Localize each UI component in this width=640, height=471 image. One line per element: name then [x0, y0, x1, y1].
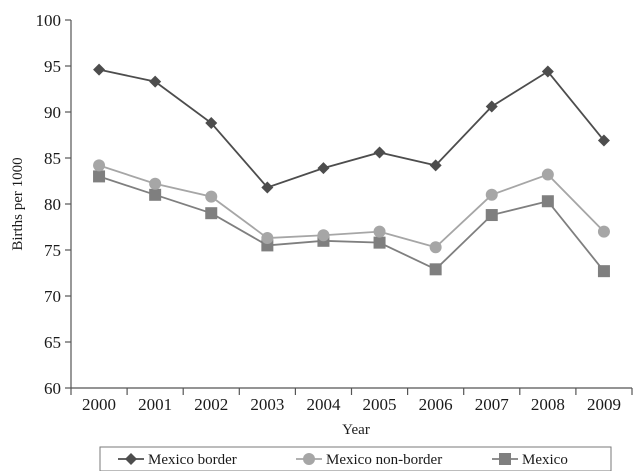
legend-marker: [125, 453, 137, 465]
data-point: [373, 146, 386, 159]
y-tick-label: 100: [36, 11, 62, 30]
data-point: [485, 100, 498, 113]
data-point: [373, 236, 386, 249]
legend-box: [99, 446, 612, 471]
data-point: [205, 207, 218, 220]
x-tick-label: 2000: [82, 395, 116, 414]
x-axis: 2000 2001 2002 2003 2004 2005 2006 2007 2008 2009: [70, 387, 633, 414]
data-point: [541, 65, 554, 78]
series-line: [98, 175, 605, 272]
x-axis-title: Year: [342, 422, 370, 438]
series-layer: [93, 63, 610, 278]
data-point: [149, 177, 162, 190]
y-tick-label: 60: [44, 379, 61, 398]
data-point: [597, 134, 610, 147]
data-point: [429, 263, 442, 276]
y-tick-label: 65: [44, 333, 61, 352]
data-point: [373, 225, 386, 238]
data-point: [429, 159, 442, 172]
series-line: [98, 68, 605, 189]
data-point: [317, 229, 330, 242]
legend-marker: [303, 453, 315, 465]
x-tick-label: 2008: [531, 395, 565, 414]
x-tick-label: 2003: [250, 395, 284, 414]
x-tick-label: 2002: [194, 395, 228, 414]
y-tick-label: 95: [44, 57, 61, 76]
x-tick-label: 2005: [363, 395, 397, 414]
x-tick-label: 2009: [587, 395, 621, 414]
legend: Mexico border Mexico non-border Mexico: [99, 446, 612, 471]
data-point: [93, 63, 106, 76]
legend-label: Mexico border: [148, 452, 237, 468]
data-point: [485, 188, 498, 201]
data-point: [597, 265, 610, 278]
series-diamond: [93, 63, 610, 194]
legend-item: Mexico: [492, 452, 568, 468]
data-point: [205, 190, 218, 203]
series-circle: [93, 159, 610, 254]
data-point: [541, 195, 554, 208]
legend-item: Mexico non-border: [296, 452, 442, 468]
data-point: [429, 241, 442, 254]
data-point: [149, 75, 162, 88]
y-tick-label: 75: [44, 241, 61, 260]
x-tick-label: 2006: [419, 395, 453, 414]
y-tick-label: 80: [44, 195, 61, 214]
data-point: [205, 117, 218, 130]
data-point: [261, 181, 274, 194]
legend-marker: [499, 453, 511, 465]
legend-label: Mexico non-border: [326, 452, 442, 468]
x-tick-label: 2004: [306, 395, 341, 414]
y-axis-title: Births per 1000: [10, 157, 26, 250]
data-point: [149, 188, 162, 201]
data-point: [485, 209, 498, 222]
legend-item: Mexico border: [118, 452, 237, 468]
x-tick-label: 2001: [138, 395, 172, 414]
data-point: [317, 162, 330, 175]
data-point: [597, 225, 610, 238]
data-point: [93, 159, 106, 172]
series-line: [98, 164, 605, 249]
legend-label: Mexico: [522, 452, 568, 468]
y-tick-label: 70: [44, 287, 61, 306]
data-point: [93, 170, 106, 183]
y-tick-label: 90: [44, 103, 61, 122]
x-tick-label: 2007: [475, 395, 510, 414]
data-point: [541, 168, 554, 181]
y-tick-label: 85: [44, 149, 61, 168]
data-point: [261, 232, 274, 245]
y-axis: 60 65 70 75 80 85 90 95 100: [36, 11, 72, 398]
